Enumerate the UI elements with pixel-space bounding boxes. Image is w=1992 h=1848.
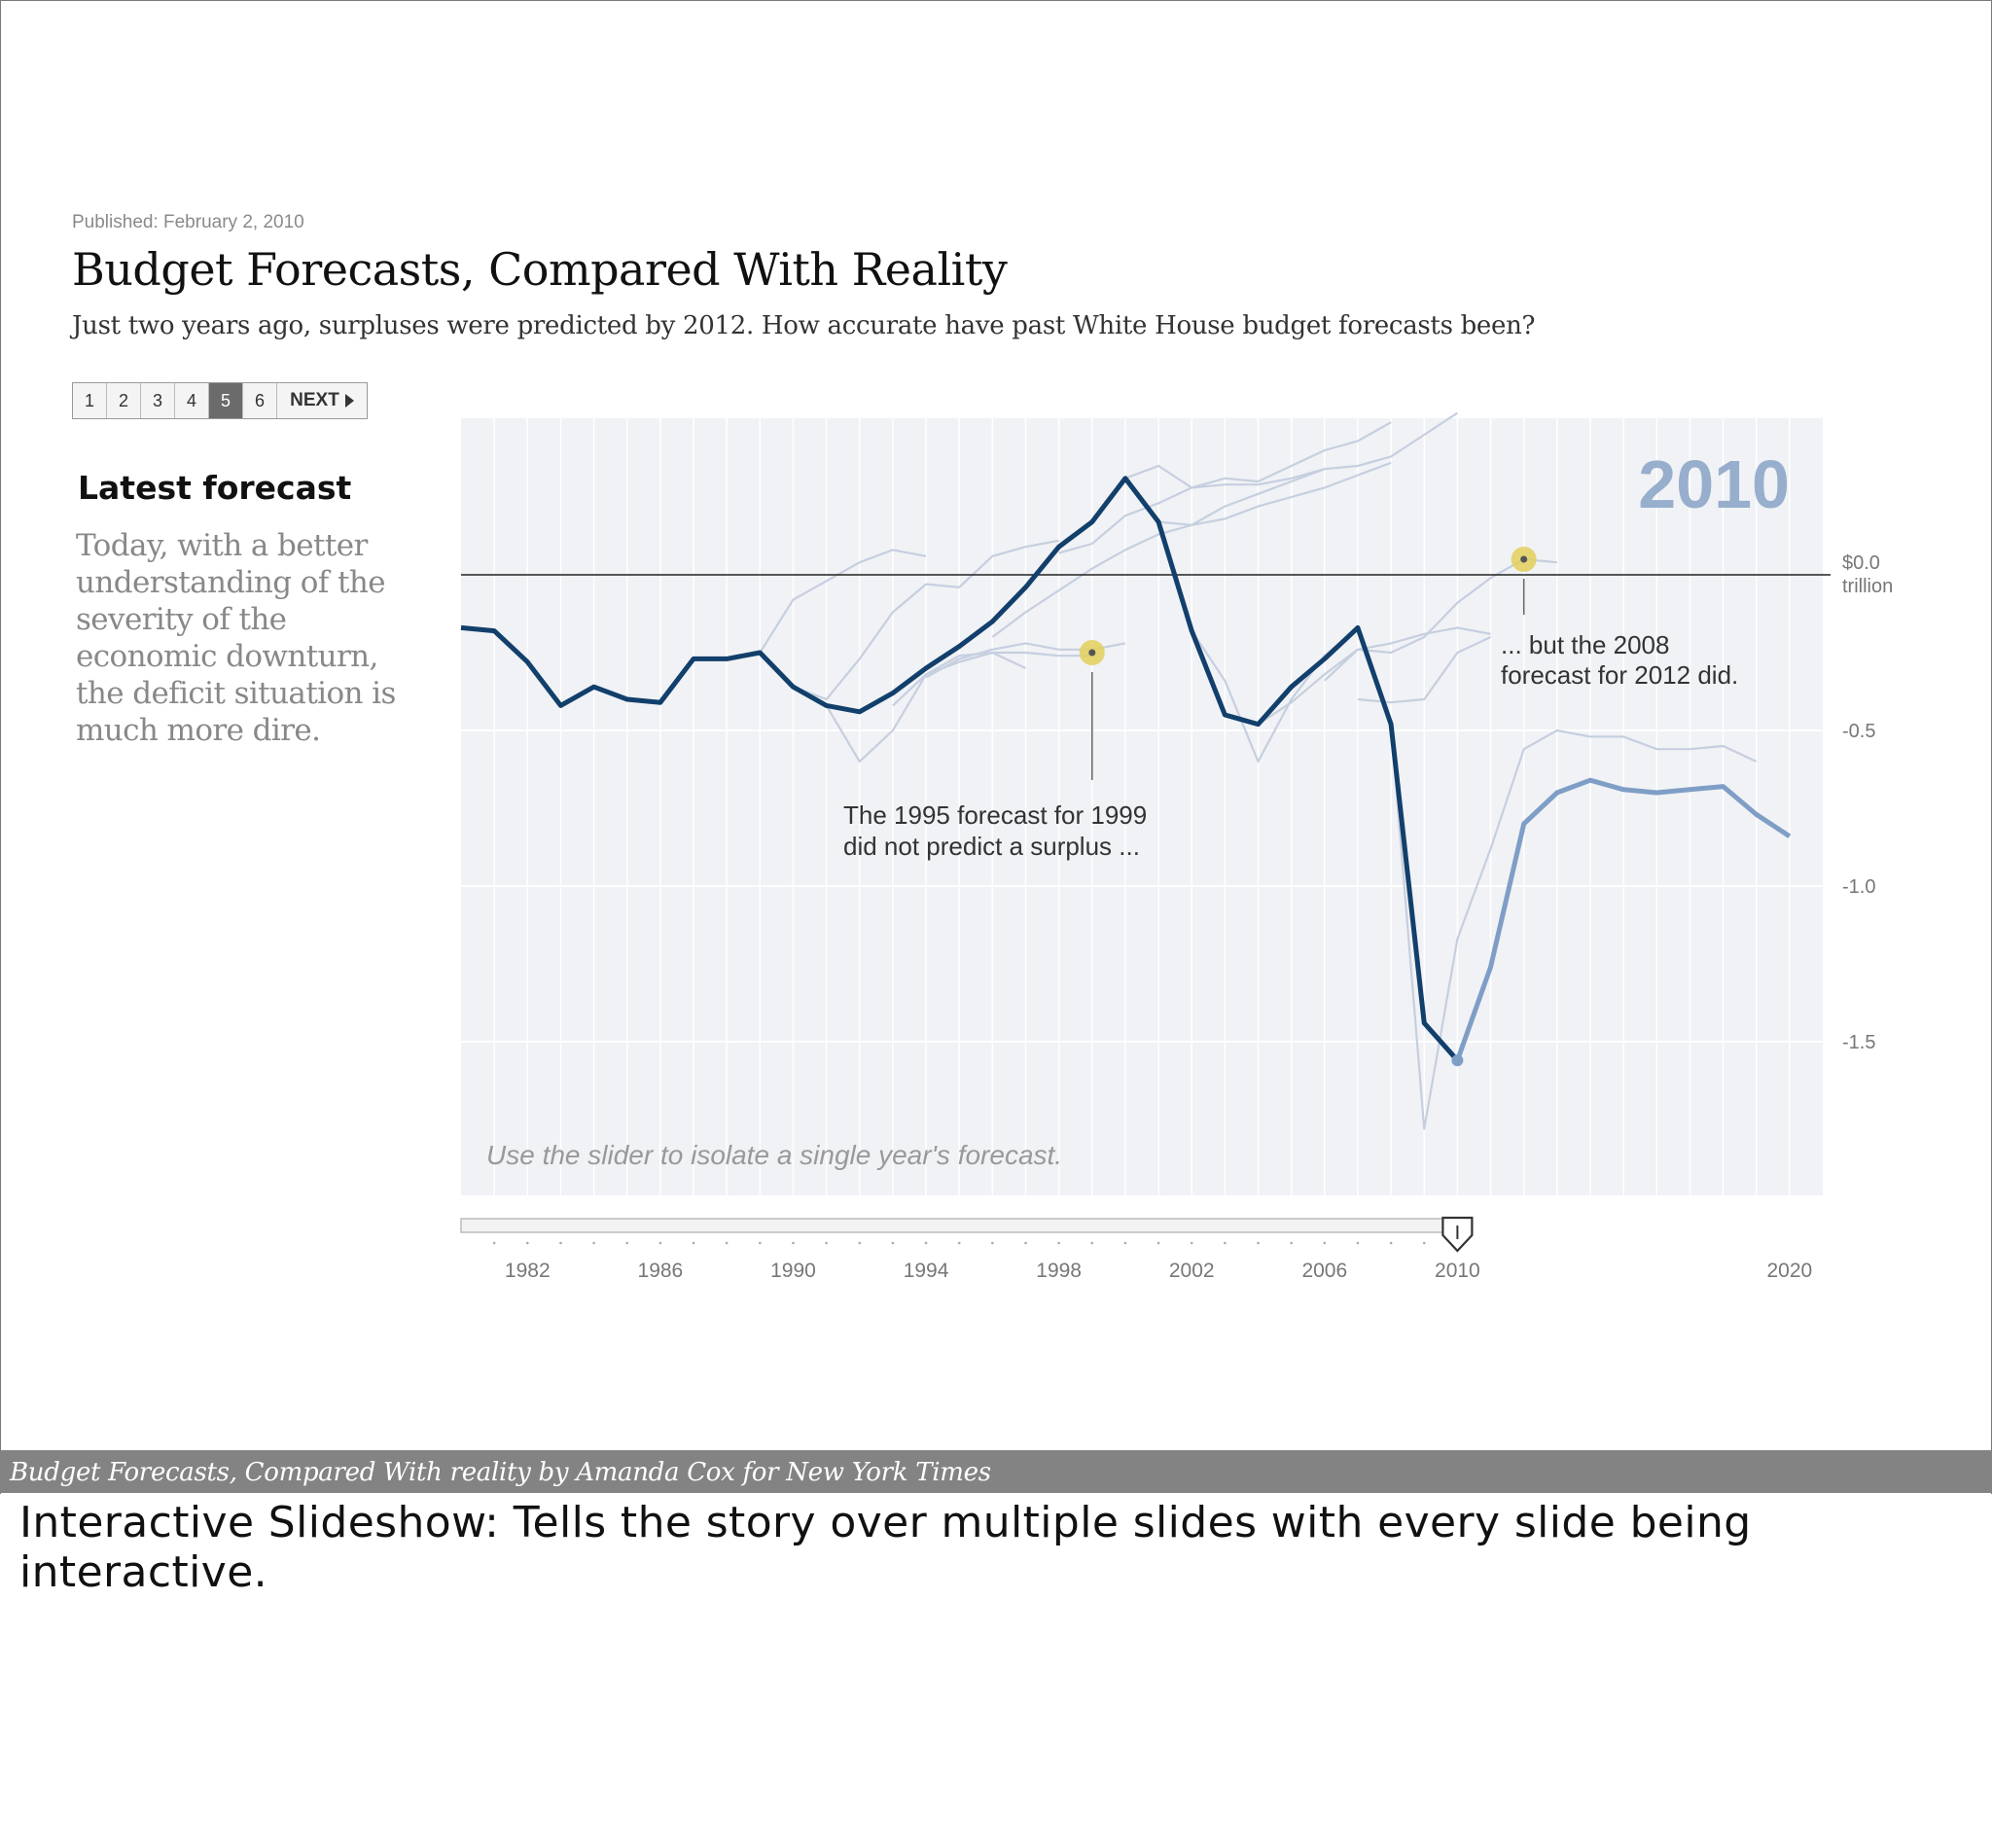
slider-hint: Use the slider to isolate a single year'…: [486, 1140, 1062, 1170]
x-tick-label: 2020: [1766, 1260, 1812, 1282]
x-tick-label: 1990: [770, 1260, 816, 1282]
annotation-text: ... but the 2008: [1501, 630, 1669, 659]
slider-tick: [858, 1241, 862, 1245]
horizontal-gridlines: [461, 729, 1823, 1043]
x-tick-label: 2010: [1435, 1260, 1480, 1282]
past-forecast-line: [1124, 411, 1458, 489]
slider-tick: [957, 1241, 961, 1245]
slider-tick: [1422, 1241, 1426, 1245]
past-forecast-line: [1357, 636, 1492, 704]
slider-tick: [1024, 1241, 1027, 1245]
slider-tick: [692, 1241, 695, 1245]
latest-forecast-line: [1455, 777, 1792, 1062]
slider-tick: [1356, 1241, 1360, 1245]
past-forecast-line: [793, 539, 1059, 701]
highlight-marker-center: [1520, 555, 1528, 563]
bottom-note: Interactive Slideshow: Tells the story o…: [19, 1498, 1752, 1597]
page-button-2[interactable]: 2: [107, 383, 141, 418]
sidebar-text: Today, with a better understanding of th…: [76, 528, 396, 748]
slider-tick: [759, 1241, 762, 1245]
page-button-4[interactable]: 4: [175, 383, 209, 418]
slide-pager: 1 2 3 4 5 6 NEXT: [72, 382, 368, 419]
sidebar-title: Latest forecast: [78, 469, 352, 507]
past-forecast-line: [759, 549, 927, 654]
next-label: NEXT: [290, 390, 339, 410]
article-title: Budget Forecasts, Compared With Reality: [72, 243, 1008, 296]
x-tick-label: 1998: [1036, 1260, 1082, 1282]
y-unit-label-top: $0.0: [1842, 552, 1880, 574]
page-button-5[interactable]: 5: [209, 383, 243, 418]
x-tick-label: 2006: [1301, 1260, 1347, 1282]
y-unit-label-bottom: trillion: [1842, 576, 1893, 597]
x-tick-label: 1986: [638, 1260, 684, 1282]
slider-tick: [1224, 1241, 1227, 1245]
current-year-point: [1451, 1054, 1464, 1067]
x-tick-label: 1982: [505, 1260, 551, 1282]
highlight-marker-center: [1088, 649, 1096, 657]
slider-tick: [924, 1241, 928, 1245]
past-forecast-line: [991, 468, 1326, 638]
annotation-text: The 1995 forecast for 1999: [843, 800, 1147, 830]
x-tick-labels: 1982 1986 1990 1994 1998 2002 2006 2010 2020: [505, 1260, 1812, 1282]
slider-tick: [1323, 1241, 1327, 1245]
published-date: Published: February 2, 2010: [72, 212, 304, 232]
slider-tick: [1190, 1241, 1193, 1245]
past-forecast-line: [1390, 724, 1758, 1130]
slider-tick: [525, 1241, 529, 1245]
slider-tick: [625, 1241, 629, 1245]
slider-tick: [825, 1241, 828, 1245]
slider-tick: [1090, 1241, 1094, 1245]
past-forecast-line: [1058, 421, 1392, 554]
play-right-icon: [344, 393, 354, 408]
slider-tick: [991, 1241, 994, 1245]
plot-background: [461, 418, 1823, 1195]
next-button[interactable]: NEXT: [277, 383, 367, 418]
current-year-label: 2010: [1638, 446, 1790, 522]
past-forecast-line: [892, 651, 1092, 707]
slider-tick: [592, 1241, 595, 1245]
slider-tick: [725, 1241, 729, 1245]
slider-tick: [492, 1241, 496, 1245]
page-button-3[interactable]: 3: [141, 383, 175, 418]
x-tick-label: 2002: [1169, 1260, 1215, 1282]
vertical-gridlines: [493, 418, 1791, 1195]
past-forecast-line: [1257, 626, 1491, 726]
y-tick-label: -1.0: [1842, 876, 1875, 898]
y-tick-labels: -0.5 -1.0 -1.5: [1842, 721, 1875, 1053]
slider-tick: [1257, 1241, 1260, 1245]
y-tick-label: -1.5: [1842, 1032, 1875, 1053]
slider-tick: [1057, 1241, 1060, 1245]
page-button-1[interactable]: 1: [73, 383, 107, 418]
caption-bar: Budget Forecasts, Compared With reality …: [0, 1450, 1992, 1493]
slider-tick-marks: [492, 1241, 1426, 1245]
budget-chart: 2010 $0.0 trillion -0.5 -1.0 -1.5 The 1995…: [460, 411, 1893, 1282]
annotation-text: forecast for 2012 did.: [1501, 660, 1738, 690]
actual-deficit-line: [460, 476, 1460, 1062]
y-tick-label: -0.5: [1842, 721, 1875, 742]
slider-track[interactable]: [460, 1218, 1459, 1233]
slider-tick: [792, 1241, 795, 1245]
past-forecast-line: [1157, 461, 1392, 526]
slider-tick: [891, 1241, 895, 1245]
slider-tick: [1290, 1241, 1293, 1245]
page-button-6[interactable]: 6: [243, 383, 277, 418]
slider-tick: [1389, 1241, 1393, 1245]
x-tick-label: 1994: [904, 1260, 949, 1282]
main-lines: [460, 476, 1792, 1067]
annotation-text: did not predict a surplus ...: [843, 832, 1140, 861]
caption-text: Budget Forecasts, Compared With reality …: [10, 1458, 991, 1487]
year-slider[interactable]: [460, 1216, 1474, 1253]
slider-tick: [658, 1241, 662, 1245]
slider-tick: [1156, 1241, 1160, 1245]
article-subtitle: Just two years ago, surpluses were predi…: [72, 311, 1536, 340]
slider-tick: [1123, 1241, 1127, 1245]
slider-tick: [559, 1241, 562, 1245]
